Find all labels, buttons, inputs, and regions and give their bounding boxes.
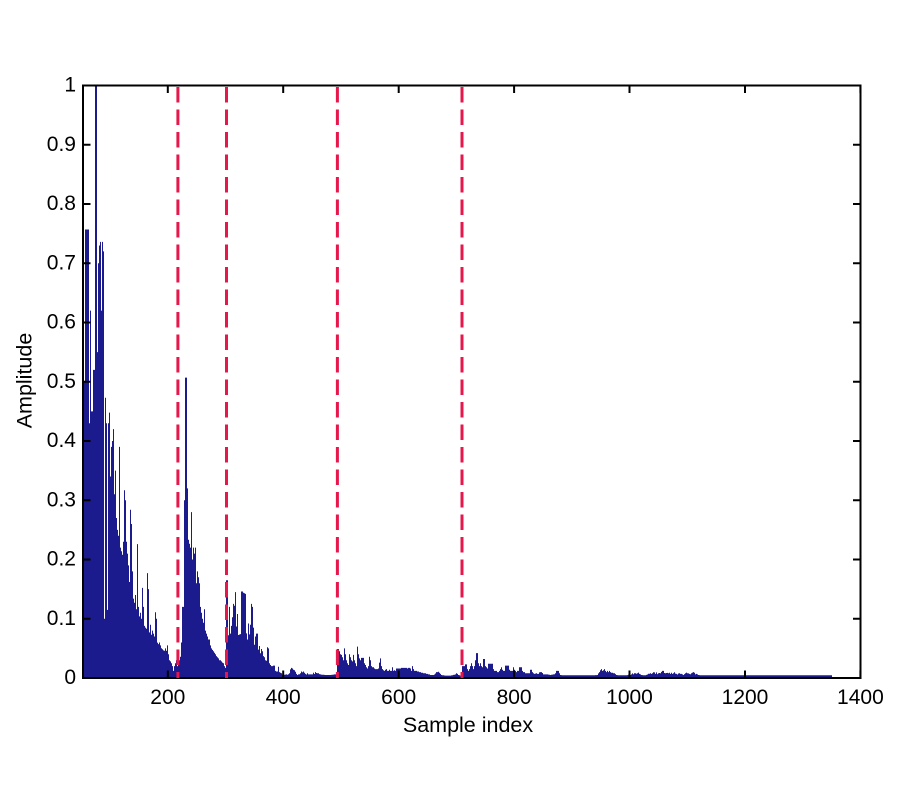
svg-text:0.4: 0.4 <box>47 429 77 452</box>
svg-text:0: 0 <box>64 666 76 689</box>
svg-text:0.8: 0.8 <box>47 192 76 215</box>
svg-text:Amplitude: Amplitude <box>13 333 37 429</box>
svg-text:0.1: 0.1 <box>47 607 76 630</box>
svg-text:1: 1 <box>64 74 76 97</box>
svg-text:0.7: 0.7 <box>47 251 76 274</box>
svg-text:400: 400 <box>266 686 301 709</box>
svg-text:Sample index: Sample index <box>403 713 534 737</box>
svg-text:0.3: 0.3 <box>47 488 76 511</box>
svg-text:1000: 1000 <box>606 686 653 709</box>
svg-text:800: 800 <box>497 686 532 709</box>
svg-text:0.2: 0.2 <box>47 548 76 571</box>
svg-text:0.9: 0.9 <box>47 133 76 156</box>
svg-text:200: 200 <box>150 686 185 709</box>
svg-text:600: 600 <box>381 686 416 709</box>
svg-text:0.5: 0.5 <box>47 370 76 393</box>
svg-text:1400: 1400 <box>837 686 884 709</box>
svg-text:1200: 1200 <box>722 686 769 709</box>
svg-text:0.6: 0.6 <box>47 311 76 334</box>
